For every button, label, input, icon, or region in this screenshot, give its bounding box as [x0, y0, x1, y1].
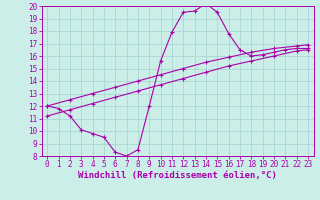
X-axis label: Windchill (Refroidissement éolien,°C): Windchill (Refroidissement éolien,°C): [78, 171, 277, 180]
